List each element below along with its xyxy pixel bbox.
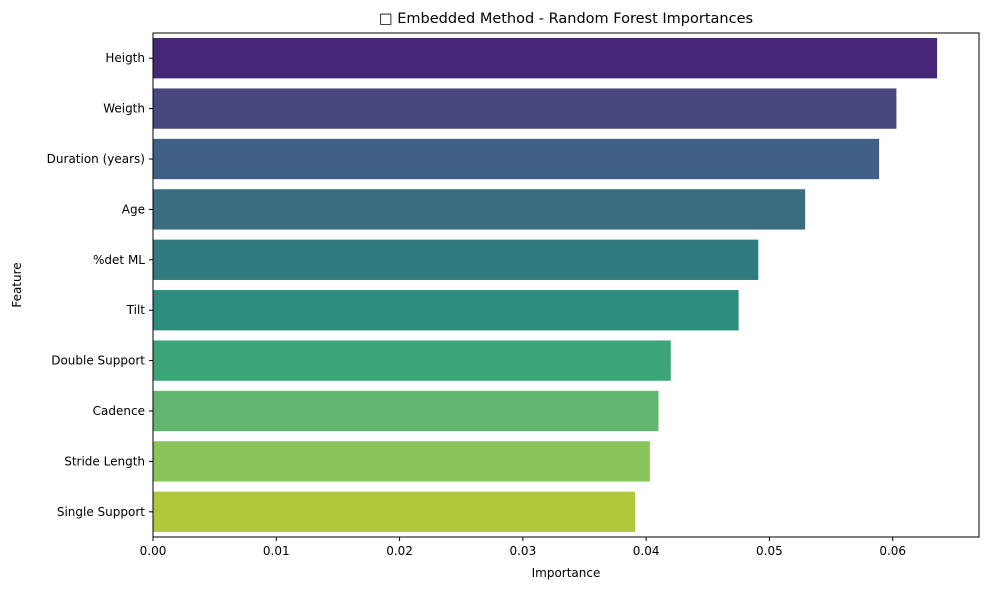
x-axis-label: Importance — [532, 566, 601, 580]
x-tick-label: 0.00 — [140, 544, 167, 558]
y-axis-label: Feature — [10, 262, 24, 307]
x-tick-label: 0.04 — [633, 544, 660, 558]
x-tick-label: 0.01 — [263, 544, 290, 558]
y-tick-label: Stride Length — [64, 454, 145, 468]
x-tick-group: 0.00 0.01 0.02 0.03 0.04 0.05 0.06 — [140, 537, 906, 558]
bar-6 — [153, 340, 671, 381]
bar-1 — [153, 88, 897, 129]
y-tick-label: Tilt — [126, 303, 146, 317]
y-tick-label: Heigth — [105, 51, 145, 65]
bar-4 — [153, 239, 759, 280]
chart-title: □ Embedded Method - Random Forest Import… — [379, 11, 753, 27]
y-tick-label: Double Support — [51, 354, 145, 368]
bars-group — [153, 38, 938, 532]
x-tick-label: 0.03 — [509, 544, 536, 558]
x-tick-label: 0.02 — [386, 544, 413, 558]
bar-2 — [153, 138, 880, 180]
bar-9 — [153, 491, 636, 532]
plot-frame — [152, 32, 980, 538]
bar-0 — [153, 38, 938, 79]
y-tick-label: Cadence — [93, 404, 145, 418]
y-tick-label: Age — [122, 202, 145, 216]
bar-8 — [153, 441, 650, 482]
bar-5 — [153, 290, 739, 331]
y-tick-group: Heigth Weigth Duration (years) Age %det ML Ti… — [47, 51, 153, 519]
x-tick-label: 0.05 — [756, 544, 783, 558]
bar-7 — [153, 390, 659, 432]
bar-3 — [153, 189, 806, 230]
x-tick-label: 0.06 — [879, 544, 906, 558]
y-tick-label: %det ML — [93, 253, 145, 267]
y-tick-label: Duration (years) — [47, 152, 145, 166]
y-tick-label: Single Support — [57, 505, 145, 519]
y-tick-label: Weigth — [103, 102, 145, 116]
